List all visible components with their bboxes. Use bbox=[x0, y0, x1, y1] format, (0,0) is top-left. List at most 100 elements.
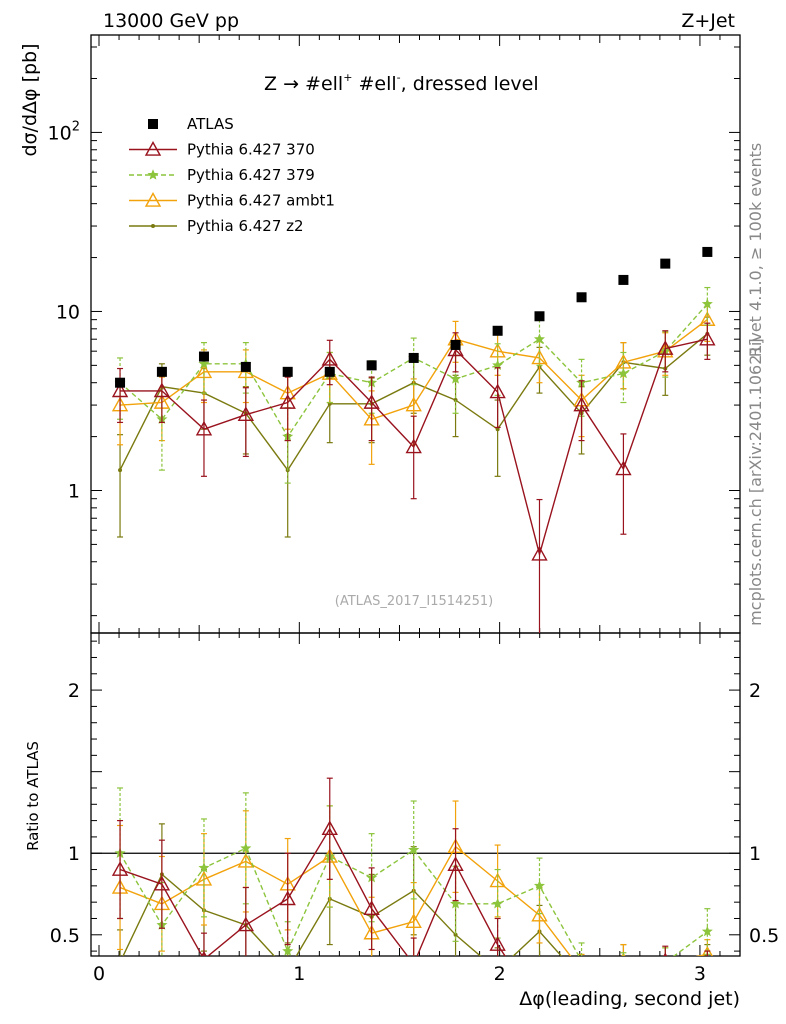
series-1-point bbox=[279, 394, 296, 409]
series-2-ratio-point bbox=[533, 880, 545, 891]
series-3-ratio-point bbox=[664, 954, 667, 956]
series-3-point bbox=[531, 349, 548, 365]
series-1-ratio-point bbox=[447, 856, 464, 871]
series-4-ratio-point bbox=[621, 959, 625, 963]
series-0-point bbox=[408, 352, 419, 363]
series-0-point bbox=[618, 274, 629, 285]
x-tick-label-1: 1 bbox=[293, 963, 305, 985]
series-0-point bbox=[450, 339, 461, 350]
series-1-point bbox=[405, 438, 422, 454]
series-2-ratio-point bbox=[492, 898, 504, 909]
series-0-point bbox=[115, 377, 126, 388]
y-tick-label-10: 10 bbox=[56, 301, 80, 323]
series-3-point bbox=[195, 363, 213, 379]
legend-label-2: Pythia 6.427 379 bbox=[187, 166, 315, 184]
main-series-group bbox=[111, 246, 716, 633]
series-1-ratio-point bbox=[413, 955, 414, 956]
legend-marker-2 bbox=[147, 169, 159, 180]
ratio-series-group bbox=[111, 777, 713, 982]
series-1-ratio-point bbox=[237, 916, 255, 932]
ratio-tick-label-0.5: 0.5 bbox=[50, 925, 80, 947]
series-1-point bbox=[363, 394, 380, 409]
legend-label-3: Pythia 6.427 ambt1 bbox=[187, 192, 335, 210]
series-3-ratio-point bbox=[531, 906, 548, 922]
header-energy: 13000 GeV pp bbox=[103, 10, 239, 32]
series-2-ratio-point bbox=[701, 925, 713, 937]
series-1-point bbox=[699, 330, 716, 346]
series-1-ratio-point bbox=[321, 820, 338, 836]
series-0-point bbox=[660, 258, 671, 269]
series-2-point bbox=[701, 298, 713, 309]
series-0-point bbox=[324, 366, 335, 377]
series-2-point bbox=[450, 373, 462, 384]
plot-title: Z → #ell+ #ell-, dressed level bbox=[264, 71, 539, 95]
legend-marker-0 bbox=[148, 119, 158, 129]
series-1-point bbox=[237, 406, 255, 422]
y-tick-label-100: 102 bbox=[48, 119, 80, 144]
series-2-ratio-point bbox=[619, 962, 629, 971]
series-0-point bbox=[492, 325, 503, 336]
series-2-ratio-point bbox=[408, 844, 420, 855]
series-2-point bbox=[533, 333, 545, 344]
x-axis-title: Δφ(leading, second jet) bbox=[519, 988, 740, 1010]
series-2-ratio-point bbox=[661, 958, 671, 967]
series-4-ratio-point bbox=[118, 961, 122, 965]
series-3-ratio-point bbox=[237, 852, 255, 868]
series-2-point bbox=[198, 358, 210, 369]
series-3-ratio-point bbox=[701, 945, 713, 956]
series-3-ratio-point bbox=[405, 913, 422, 929]
series-1-point bbox=[657, 340, 674, 355]
analysis-watermark: (ATLAS_2017_I1514251) bbox=[335, 594, 493, 609]
series-2-ratio-point bbox=[198, 862, 210, 873]
legend-label-1: Pythia 6.427 370 bbox=[187, 141, 315, 159]
series-1-ratio-point bbox=[153, 875, 171, 891]
series-2-ratio-point bbox=[240, 842, 252, 854]
series-3-point bbox=[405, 396, 422, 412]
ratio-tick-label-right-1: 1 bbox=[749, 843, 761, 865]
series-0-point bbox=[240, 361, 251, 372]
series-2-ratio-point bbox=[282, 945, 294, 956]
series-4-ratio-point bbox=[663, 970, 667, 974]
ratio-tick-label-right-2: 2 bbox=[749, 680, 761, 702]
series-0-point bbox=[366, 360, 377, 371]
legend-label-0: ATLAS bbox=[187, 115, 234, 133]
y-axis-title: dσ/dΔφ [pb] bbox=[19, 43, 41, 156]
series-1-ratio-point bbox=[111, 861, 129, 876]
ratio-plot-frame bbox=[90, 632, 741, 957]
series-1-point bbox=[615, 460, 632, 476]
series-3-ratio-point bbox=[575, 964, 589, 977]
series-4-ratio-point bbox=[286, 969, 290, 973]
series-2-ratio-point bbox=[581, 955, 582, 956]
header-process: Z+Jet bbox=[681, 10, 735, 32]
series-1-ratio-point bbox=[575, 969, 589, 982]
ratio-tick-label-1: 1 bbox=[68, 843, 80, 865]
ratio-axis-title: Ratio to ATLAS bbox=[24, 741, 42, 851]
x-tick-label-3: 3 bbox=[694, 963, 706, 985]
series-1-ratio-line bbox=[119, 827, 506, 956]
series-3-point bbox=[489, 342, 506, 358]
series-1-point bbox=[531, 545, 548, 561]
rivet-version-label: Rivet 4.1.0, ≥ 100k events bbox=[746, 143, 765, 357]
series-4-ratio-point bbox=[580, 977, 584, 981]
y-tick-label-1: 1 bbox=[68, 481, 80, 503]
series-0-point bbox=[156, 366, 167, 377]
x-tick-label-0: 0 bbox=[93, 963, 105, 985]
ratio-tick-label-right-0.5: 0.5 bbox=[749, 925, 779, 947]
series-1-ratio-point bbox=[279, 890, 296, 906]
series-0-point bbox=[576, 292, 587, 303]
series-0-point bbox=[534, 311, 545, 322]
series-1-point bbox=[111, 382, 129, 398]
series-1-point bbox=[195, 420, 213, 436]
ratio-tick-label-2: 2 bbox=[68, 680, 80, 702]
mcplots-label: mcplots.cern.ch [arXiv:2401.10621] bbox=[746, 338, 765, 626]
series-2-ratio-point bbox=[450, 898, 462, 909]
series-2-point bbox=[617, 367, 629, 379]
series-1-point bbox=[321, 350, 338, 366]
series-1-point bbox=[153, 382, 171, 398]
series-1-point bbox=[573, 396, 590, 412]
series-0-point bbox=[198, 351, 209, 362]
x-tick-label-2: 2 bbox=[494, 963, 506, 985]
series-0-point bbox=[702, 246, 713, 257]
legend-marker-1 bbox=[144, 141, 162, 156]
